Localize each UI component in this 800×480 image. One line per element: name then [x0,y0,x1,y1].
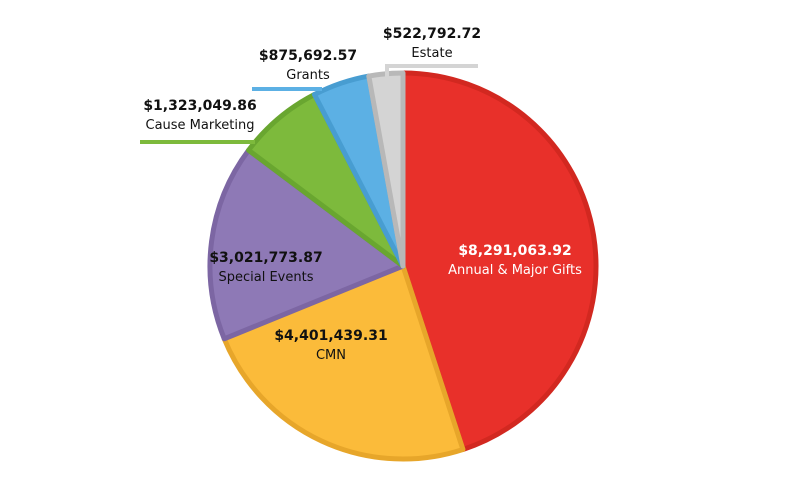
pie-slice-cmn [221,263,466,462]
callout-line-estate [385,64,478,95]
pie-slice-special-events [207,147,406,342]
data-label-category-estate: Estate [411,46,452,61]
data-label-value-cmn: $4,401,439.31 [274,328,387,344]
data-label-value-cause-marketing: $1,323,049.86 [143,98,256,114]
data-label-category-annual-major-gifts: Annual & Major Gifts [448,263,582,278]
data-label-category-grants: Grants [286,68,330,83]
data-label-value-special-events: $3,021,773.87 [209,250,322,266]
data-label-value-grants: $875,692.57 [259,48,357,64]
data-label-category-cause-marketing: Cause Marketing [146,118,255,133]
data-label-value-estate: $522,792.72 [383,26,481,42]
data-label-value-annual-major-gifts: $8,291,063.92 [458,243,571,259]
pie-slice-annual-major-gifts [400,70,599,452]
data-label-category-cmn: CMN [316,348,346,363]
data-label-category-special-events: Special Events [219,270,314,285]
